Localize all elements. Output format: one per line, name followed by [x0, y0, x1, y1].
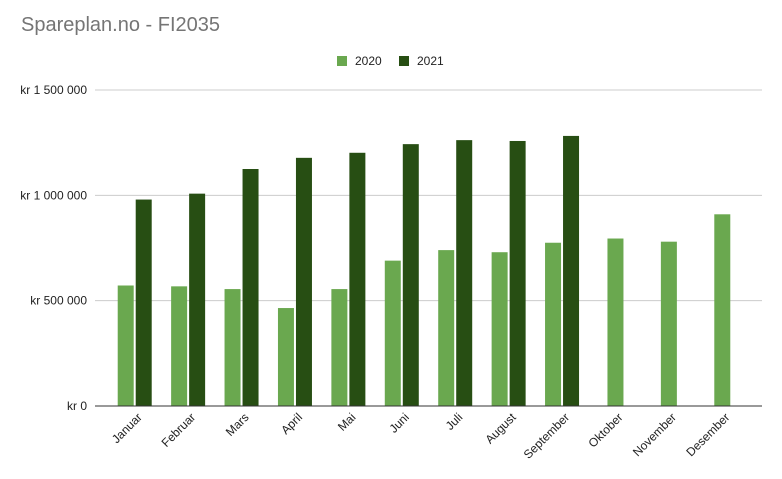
bar-2020-april [277, 308, 294, 406]
y-tick-label: kr 500 000 [30, 294, 87, 308]
y-tick-label: kr 1 000 000 [20, 188, 87, 202]
x-tick-label: Januar [109, 410, 145, 446]
x-tick-label: Juni [386, 410, 411, 435]
x-tick-label: August [482, 410, 519, 447]
x-tick-label: September [521, 410, 572, 461]
bar-2021-juni [402, 144, 419, 406]
bar-2021-mars [242, 169, 259, 406]
chart-title: Spareplan.no - FI2035 [21, 14, 221, 36]
x-tick-label: Desember [683, 410, 732, 459]
gridlines [95, 89, 762, 302]
bar-2020-desember [714, 214, 731, 406]
legend-label-2021: 2021 [417, 54, 444, 68]
x-tick-label: Juli [443, 410, 466, 433]
bar-2021-september [563, 135, 580, 406]
bar-2020-januar [117, 285, 134, 406]
bar-2020-februar [171, 286, 188, 406]
x-tick-label: Mai [335, 410, 359, 434]
x-tick-label: Oktober [585, 410, 625, 450]
bar-2021-januar [135, 199, 152, 406]
bar-2020-august [491, 252, 508, 406]
bars [117, 135, 731, 407]
bar-2020-juni [384, 260, 401, 406]
legend-swatch-2020 [337, 56, 347, 66]
x-axis-ticks: Januar Februar Mars April Mai Juni Juli August S… [109, 410, 732, 462]
bar-2020-november [660, 241, 677, 406]
legend-swatch-2021 [399, 56, 409, 66]
bar-2021-april [295, 157, 312, 406]
bar-2021-mai [349, 152, 366, 406]
bar-2020-mai [331, 289, 348, 406]
x-tick-label: April [278, 410, 305, 437]
x-tick-label: Februar [159, 410, 199, 450]
y-tick-label: kr 0 [67, 399, 87, 413]
x-tick-label: November [630, 410, 679, 459]
bar-2021-februar [189, 193, 206, 406]
legend: 2020 2021 [337, 54, 444, 68]
legend-label-2020: 2020 [355, 54, 382, 68]
bar-2020-mars [224, 289, 241, 406]
bar-2020-september [545, 242, 562, 406]
y-axis-ticks: kr 0 kr 500 000 kr 1 000 000 kr 1 500 000 [20, 83, 87, 413]
bar-2021-juli [456, 140, 473, 406]
x-tick-label: Mars [223, 410, 252, 439]
y-tick-label: kr 1 500 000 [20, 83, 87, 97]
bar-2020-oktober [607, 238, 624, 406]
bar-2020-juli [438, 250, 455, 406]
bar-2021-august [509, 140, 526, 407]
